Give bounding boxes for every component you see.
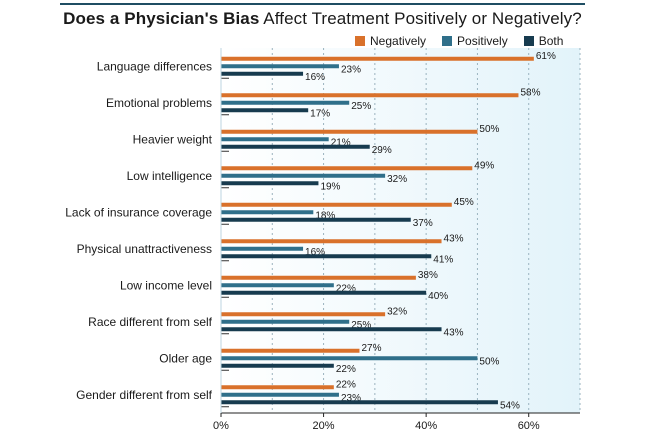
- category-label-gender-different-from-self: Gender different from self: [76, 388, 213, 402]
- data-label-negatively-lack-of-insurance-coverage: 45%: [454, 197, 474, 208]
- bar-positively-lack-of-insurance-coverage: [221, 210, 314, 215]
- bar-positively-gender-different-from-self: [221, 392, 339, 397]
- category-label-language-differences: Language differences: [97, 59, 212, 73]
- category-label-lack-of-insurance-coverage: Lack of insurance coverage: [65, 205, 212, 219]
- data-label-positively-low-intelligence: 32%: [387, 174, 407, 185]
- data-label-both-low-income-level: 40%: [428, 291, 448, 302]
- data-label-negatively-low-intelligence: 49%: [474, 160, 494, 171]
- bar-positively-language-differences: [221, 64, 339, 69]
- data-label-both-race-different-from-self: 43%: [444, 327, 464, 338]
- data-label-positively-race-different-from-self: 25%: [351, 320, 371, 331]
- data-label-negatively-language-differences: 61%: [536, 51, 556, 62]
- legend-swatch-negatively: [355, 36, 365, 46]
- chart-title-rest: Affect Treatment Positively or Negativel…: [259, 9, 582, 28]
- bar-negatively-heavier-weight: [221, 129, 478, 134]
- data-label-negatively-gender-different-from-self: 22%: [336, 379, 356, 390]
- bar-both-emotional-problems: [221, 108, 309, 113]
- x-tick-label: 20%: [313, 420, 335, 432]
- category-label-race-different-from-self: Race different from self: [88, 315, 212, 329]
- bar-both-gender-different-from-self: [221, 400, 498, 405]
- data-label-both-older-age: 22%: [336, 364, 356, 375]
- data-label-both-lack-of-insurance-coverage: 37%: [413, 218, 433, 229]
- chart-legend: Negatively Positively Both: [355, 34, 579, 48]
- data-label-positively-gender-different-from-self: 23%: [341, 393, 361, 404]
- x-tick-label: 0%: [213, 420, 229, 432]
- bar-both-physical-unattractiveness: [221, 254, 432, 259]
- bar-positively-low-income-level: [221, 283, 334, 288]
- category-label-low-intelligence: Low intelligence: [127, 169, 213, 183]
- bar-negatively-lack-of-insurance-coverage: [221, 202, 452, 207]
- bar-positively-race-different-from-self: [221, 319, 350, 324]
- bar-negatively-emotional-problems: [221, 93, 519, 98]
- data-label-both-emotional-problems: 17%: [310, 108, 330, 119]
- data-label-positively-language-differences: 23%: [341, 64, 361, 75]
- data-label-positively-emotional-problems: 25%: [351, 101, 371, 112]
- bar-negatively-low-income-level: [221, 275, 416, 280]
- bar-both-language-differences: [221, 71, 304, 76]
- bar-both-race-different-from-self: [221, 327, 442, 332]
- data-label-positively-heavier-weight: 21%: [331, 137, 351, 148]
- bar-positively-low-intelligence: [221, 173, 386, 178]
- bar-negatively-race-different-from-self: [221, 312, 386, 317]
- data-label-positively-physical-unattractiveness: 16%: [305, 247, 325, 258]
- bar-positively-heavier-weight: [221, 137, 329, 142]
- legend-label-negatively: Negatively: [370, 34, 427, 48]
- bar-negatively-physical-unattractiveness: [221, 239, 442, 244]
- data-label-both-physical-unattractiveness: 41%: [433, 254, 453, 265]
- data-label-negatively-emotional-problems: 58%: [520, 87, 540, 98]
- category-label-emotional-problems: Emotional problems: [106, 96, 212, 110]
- chart-title-bold: Does a Physician's Bias: [63, 9, 260, 28]
- bar-negatively-low-intelligence: [221, 166, 473, 171]
- data-label-both-language-differences: 16%: [305, 72, 325, 83]
- legend-item-both: Both: [523, 34, 564, 48]
- category-label-low-income-level: Low income level: [120, 278, 212, 292]
- bar-negatively-language-differences: [221, 56, 534, 61]
- data-label-both-heavier-weight: 29%: [372, 145, 392, 156]
- bar-positively-emotional-problems: [221, 100, 350, 105]
- legend-item-positively: Positively: [442, 34, 508, 48]
- data-label-negatively-heavier-weight: 50%: [479, 124, 499, 135]
- x-tick-label: 60%: [518, 420, 540, 432]
- x-tick-label: 40%: [415, 420, 437, 432]
- data-label-negatively-physical-unattractiveness: 43%: [444, 233, 464, 244]
- legend-label-positively: Positively: [457, 34, 508, 48]
- bar-negatively-gender-different-from-self: [221, 385, 334, 390]
- bar-both-low-income-level: [221, 290, 427, 295]
- category-label-older-age: Older age: [159, 351, 212, 365]
- legend-label-both: Both: [538, 34, 564, 48]
- category-label-heavier-weight: Heavier weight: [133, 132, 213, 146]
- legend-swatch-both: [523, 36, 534, 46]
- category-label-physical-unattractiveness: Physical unattractiveness: [77, 242, 212, 256]
- data-label-positively-older-age: 50%: [479, 356, 499, 367]
- bar-both-lack-of-insurance-coverage: [221, 217, 411, 222]
- bar-both-heavier-weight: [221, 144, 370, 149]
- legend-item-negatively: Negatively: [355, 34, 426, 48]
- data-label-negatively-race-different-from-self: 32%: [387, 306, 407, 317]
- bar-both-older-age: [221, 363, 334, 368]
- bar-both-low-intelligence: [221, 181, 319, 186]
- title-rule: [60, 3, 585, 5]
- data-label-positively-lack-of-insurance-coverage: 18%: [315, 210, 335, 221]
- data-label-both-gender-different-from-self: 54%: [500, 400, 520, 411]
- bar-positively-older-age: [221, 356, 478, 361]
- data-label-negatively-low-income-level: 38%: [418, 270, 438, 281]
- bar-positively-physical-unattractiveness: [221, 246, 304, 251]
- legend-swatch-positively: [442, 36, 453, 46]
- data-label-both-low-intelligence: 19%: [320, 181, 340, 192]
- data-label-negatively-older-age: 27%: [361, 343, 381, 354]
- chart-title: Does a Physician's Bias Affect Treatment…: [0, 9, 645, 29]
- bar-negatively-older-age: [221, 348, 360, 353]
- data-label-positively-low-income-level: 22%: [336, 283, 356, 294]
